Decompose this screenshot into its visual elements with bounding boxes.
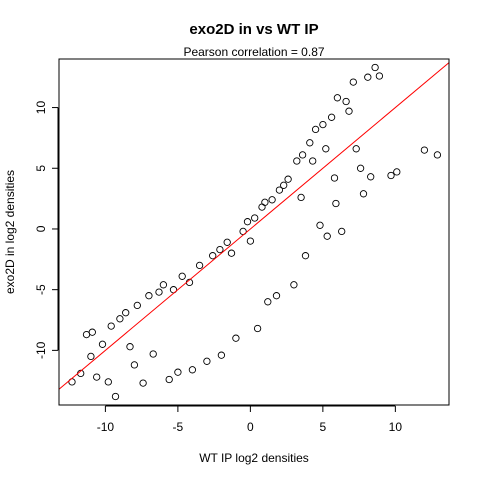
scatter-point [359,190,368,198]
x-tick-label: 0 [247,420,254,434]
fit-line-layer [58,62,450,390]
scatter-point [159,281,168,289]
scatter-point [364,73,372,81]
scatter-point [209,252,217,260]
scatter-point [275,186,284,194]
plot-frame [58,58,450,406]
y-tick-label: -10 [34,341,48,359]
scatter-point [268,196,276,204]
scatter-point [203,357,211,365]
scatter-point [309,157,317,165]
scatter-point [293,157,301,165]
scatter-point [104,378,112,386]
x-axis-label: WT IP log2 densities [199,451,309,465]
scatter-point [367,173,375,181]
scatter-point [232,334,240,342]
x-tick-label: 5 [320,420,327,434]
scatter-point [306,139,314,147]
scatter-point [290,281,298,289]
scatter-point [332,199,340,208]
scatter-point [297,193,305,202]
scatter-point [217,351,226,359]
scatter-point [88,328,96,336]
x-tick-label: -10 [97,420,115,434]
scatter-point [246,237,255,245]
scatter-point [284,175,292,183]
scatter-point [122,309,130,317]
y-tick-label: 10 [34,101,48,115]
x-tick-label: 10 [389,420,403,434]
point-layer [68,63,442,401]
scatter-point [356,164,365,172]
scatter-point [98,340,107,348]
scatter-point [261,198,269,206]
axis-layer: -10 -5 0 5 10 -10 -5 0 5 10 [34,101,402,434]
scatter-point [333,94,342,102]
scatter-point [280,181,288,189]
scatter-point [272,292,281,300]
scatter-point [316,221,324,229]
scatter-point [195,261,204,270]
scatter-point [93,373,101,381]
scatter-point [116,315,124,323]
y-tick-label: 5 [34,165,48,172]
scatter-point [107,322,115,330]
scatter-point [253,324,262,333]
scatter-point [345,107,353,115]
scatter-point [165,375,173,384]
scatter-point [126,343,134,351]
scatter-point [155,288,163,296]
y-axis-label: exo2D in log2 densities [3,170,17,294]
chart-subtitle: Pearson correlation = 0.87 [183,45,324,59]
scatter-point [338,227,346,236]
scatter-point [393,168,401,176]
scatter-point [227,249,236,257]
scatter-point [216,245,224,254]
scatter-point [87,352,95,361]
scatter-point [139,379,147,387]
scatter-point [178,272,186,280]
x-tick-label: -5 [173,420,184,434]
scatter-point [258,203,266,211]
scatter-point [433,151,442,159]
scatter-point [375,72,384,80]
scatter-point [323,232,331,240]
scatter-point [111,392,120,401]
scatter-point [319,120,327,129]
scatter-point [349,78,357,86]
scatter-point [133,301,141,310]
scatter-point [149,350,157,358]
scatter-point [145,292,153,300]
scatter-point [223,238,231,246]
scatter-point [420,146,429,154]
scatter-point [327,113,336,121]
scatter-point [243,218,252,226]
scatter-point [322,145,330,153]
y-tick-label: -5 [34,284,48,295]
scatter-point [387,171,395,180]
scatter-point [251,214,259,222]
scatter-point [130,361,139,369]
fit-line [58,62,450,390]
scatter-point [264,298,272,306]
scatter-point [371,63,379,72]
scatter-point [352,145,360,153]
scatter-point [301,252,310,260]
chart-title: exo2D in vs WT IP [189,21,318,38]
scatter-point [174,368,182,376]
scatter-point [188,366,197,374]
scatter-point [330,174,339,182]
y-tick-label: 0 [34,225,48,232]
scatter-point [298,151,307,159]
scatter-point [311,125,320,134]
scatter-point [342,97,350,106]
